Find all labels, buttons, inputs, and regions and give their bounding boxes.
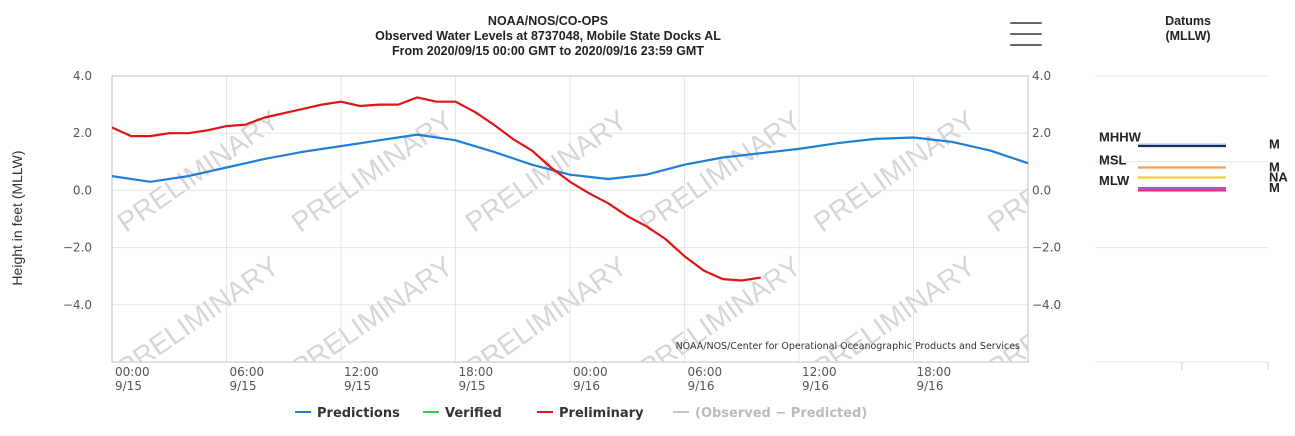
watermark-text: PRELIMINARY <box>460 104 633 238</box>
x-tick-date: 9/15 <box>344 379 371 393</box>
x-tick-date: 9/16 <box>688 379 715 393</box>
x-tick-time: 00:00 <box>573 365 608 379</box>
y-right-tick-label: 4.0 <box>1032 69 1051 83</box>
watermark-text: PRELIMINARY <box>634 250 807 384</box>
series-layer <box>111 96 1029 282</box>
chart-subtitle-station: Observed Water Levels at 8737048, Mobile… <box>375 29 721 43</box>
x-tick-time: 18:00 <box>917 365 952 379</box>
x-tick-date: 9/16 <box>917 379 944 393</box>
x-tick-date: 9/15 <box>459 379 486 393</box>
y-tick-label: −2.0 <box>63 241 92 255</box>
y-right-tick-label: −2.0 <box>1032 241 1061 255</box>
menu-bar-icon <box>1010 44 1042 46</box>
legend-label: Verified <box>445 406 502 421</box>
watermark-text: PRELIMINARY <box>460 250 633 384</box>
y-tick-label: 2.0 <box>73 126 92 140</box>
x-tick-date: 9/16 <box>573 379 600 393</box>
y-tick-label: −4.0 <box>63 298 92 312</box>
legend-item[interactable]: Preliminary <box>537 406 644 421</box>
x-tick-time: 06:00 <box>230 365 265 379</box>
legend-label: Preliminary <box>559 406 644 421</box>
legend-item[interactable]: Predictions <box>295 406 400 421</box>
watermark-text: PRELIMINARY <box>982 104 1155 238</box>
datum-right-label: M <box>1269 137 1280 152</box>
datums-title: Datums <box>1165 14 1211 28</box>
menu-bar-icon <box>1010 22 1042 24</box>
x-tick-time: 12:00 <box>802 365 837 379</box>
chart-title: NOAA/NOS/CO-OPS <box>488 14 608 28</box>
x-tick-time: 06:00 <box>688 365 723 379</box>
datum-right-label: M <box>1269 180 1280 195</box>
axis-layer: 4.0 4.02.0 2.00.0 0.0−2.0 −2.0−4.0 −4.000:009… <box>63 69 1061 393</box>
datum-left-label: MLW <box>1099 173 1130 188</box>
series-line-preliminary <box>111 96 761 282</box>
x-tick-date: 9/15 <box>230 379 257 393</box>
chart-subtitle-range: From 2020/09/15 00:00 GMT to 2020/09/16 … <box>392 44 704 58</box>
datum-left-label: MHHW <box>1099 130 1142 145</box>
datums-subtitle: (MLLW) <box>1165 29 1210 43</box>
watermark-text: PRELIMINARY <box>286 104 459 238</box>
x-tick-time: 00:00 <box>115 365 150 379</box>
menu-bar-icon <box>1010 33 1042 35</box>
legend-label: (Observed − Predicted) <box>695 406 867 421</box>
watermark-text: PRELIMINARY <box>286 250 459 384</box>
y-right-tick-label: 0.0 <box>1032 183 1051 197</box>
series-line-predictions <box>111 133 1029 183</box>
y-tick-label: 4.0 <box>73 69 92 83</box>
chart-credit: NOAA/NOS/Center for Operational Oceanogr… <box>676 341 1020 352</box>
grid <box>111 75 1029 363</box>
legend-item[interactable]: (Observed − Predicted) <box>673 406 867 421</box>
watermark-text: PRELIMINARY <box>982 250 1155 384</box>
x-tick-time: 18:00 <box>459 365 494 379</box>
y-axis-label: Height in feet (MLLW) <box>9 150 25 285</box>
x-tick-time: 12:00 <box>344 365 379 379</box>
watermark-text: PRELIMINARY <box>112 104 285 238</box>
datum-right-label: M <box>1269 160 1280 175</box>
y-right-tick-label: −4.0 <box>1032 298 1061 312</box>
x-tick-date: 9/16 <box>802 379 829 393</box>
x-tick-date: 9/15 <box>115 379 142 393</box>
plot-border <box>111 75 1029 363</box>
chart-menu-button[interactable] <box>1010 22 1042 50</box>
y-right-tick-label: 2.0 <box>1032 126 1051 140</box>
legend: Predictions Verified Preliminary (Observed … <box>295 406 867 421</box>
watermark-text: PRELIMINARY <box>808 250 981 384</box>
datum-left-label: MSL <box>1099 153 1127 168</box>
datum-right-label: NA <box>1269 170 1288 185</box>
watermark-text: PRELIMINARY <box>808 104 981 238</box>
watermark-text: PRELIMINARY <box>112 250 285 384</box>
y-tick-label: 0.0 <box>73 183 92 197</box>
legend-label: Predictions <box>317 406 400 421</box>
legend-item[interactable]: Verified <box>423 406 502 421</box>
